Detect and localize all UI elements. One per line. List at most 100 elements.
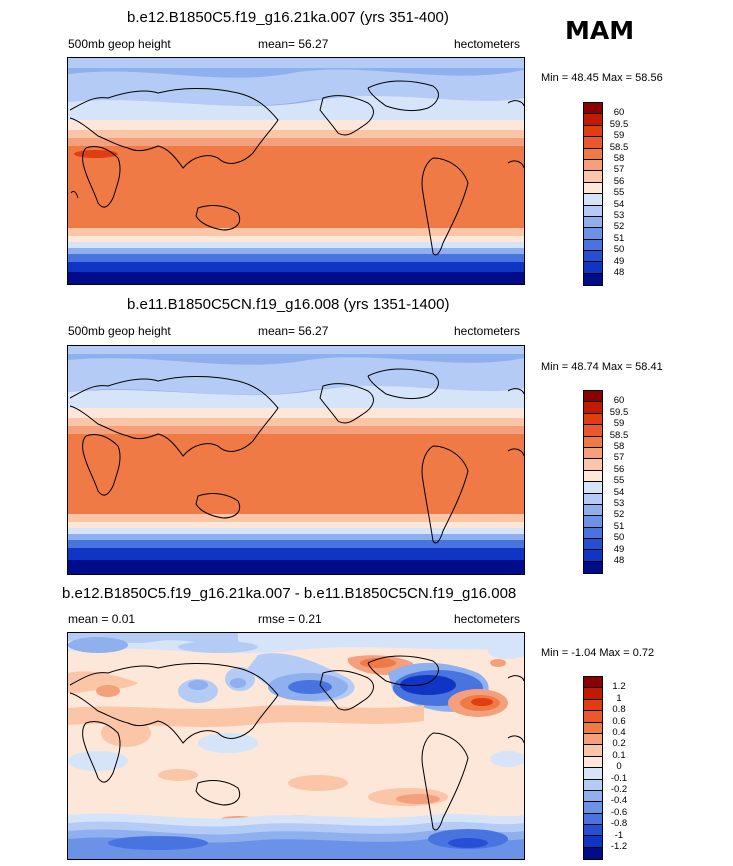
panel-1-map <box>67 57 525 285</box>
colorbar-label: 57 <box>613 452 625 464</box>
colorbar-swatch <box>584 159 602 172</box>
colorbar-swatch <box>584 847 602 860</box>
colorbar-label: 53 <box>613 210 625 221</box>
colorbar-swatch <box>584 239 602 252</box>
panel-1-mean-label: mean= 56.27 <box>258 37 329 51</box>
colorbar-label: 60 <box>613 395 625 407</box>
coastline-outlines <box>69 368 524 544</box>
coastline-outlines <box>69 80 524 256</box>
colorbar-swatch <box>584 802 602 814</box>
panel-1-variable-label: 500mb geop height <box>68 37 171 51</box>
panel-1-units-label: hectometers <box>454 37 521 51</box>
panel-2-variable-label: 500mb geop height <box>68 324 171 338</box>
colorbar-swatch <box>584 459 602 471</box>
panel-2-map <box>67 345 525 575</box>
colorbar-swatch <box>584 470 602 483</box>
panel-3-mean-label: mean = 0.01 <box>68 612 136 626</box>
colorbar-label: 49 <box>613 255 625 267</box>
panel-3-title: b.e12.B1850C5.f19_g16.21ka.007 - b.e11.B… <box>62 585 517 602</box>
colorbar-swatch <box>584 699 602 712</box>
panel-3-units-label: hectometers <box>454 612 521 626</box>
panel-2-mean-label: mean= 56.27 <box>258 324 329 338</box>
panel-3-rmse-label: rmse = 0.21 <box>258 612 322 626</box>
colorbar-swatch <box>584 539 602 551</box>
colorbar-swatch <box>584 688 602 700</box>
colorbar-swatch <box>584 251 602 263</box>
colorbar-label: 56 <box>613 175 625 187</box>
colorbar-label: 50 <box>613 532 625 544</box>
colorbar-label: 0.2 <box>612 738 626 750</box>
colorbar-label: 51 <box>613 520 625 532</box>
colorbar-label: 1 <box>616 692 622 704</box>
colorbar-label: -0.6 <box>610 806 628 818</box>
colorbar-label: 54 <box>613 198 625 210</box>
colorbar-swatch <box>584 103 602 115</box>
colorbar-label: 48 <box>613 267 625 278</box>
colorbar-label: 51 <box>613 232 625 244</box>
colorbar-swatch <box>584 836 602 848</box>
season-label: MAM <box>565 16 635 45</box>
colorbar-label: 0.1 <box>612 749 626 761</box>
colorbar-label: 50 <box>613 244 625 256</box>
colorbar-label: 58.5 <box>609 141 629 153</box>
colorbar-label: 54 <box>613 486 625 498</box>
colorbar-label: 59 <box>613 130 625 142</box>
colorbar-swatch <box>584 745 602 757</box>
colorbar-label: 60 <box>613 107 625 119</box>
colorbar-swatch <box>584 768 602 780</box>
colorbar-swatch <box>584 402 602 414</box>
panel-2-units-label: hectometers <box>454 324 521 338</box>
panel-2-minmax: Min = 48.74 Max = 58.41 <box>541 361 663 373</box>
panel-1-colorbar <box>583 102 603 287</box>
colorbar-label: 0.4 <box>612 727 626 738</box>
colorbar-swatch <box>584 205 602 217</box>
colorbar-swatch <box>584 677 602 689</box>
panel-1-title: b.e12.B1850C5.f19_g16.21ka.007 (yrs 351-… <box>127 9 449 26</box>
colorbar-label: -0.1 <box>610 772 628 784</box>
colorbar-label: 59.5 <box>609 118 629 130</box>
colorbar-swatch <box>584 273 602 286</box>
colorbar-label: 0.8 <box>612 704 626 716</box>
colorbar-label: 57 <box>613 164 625 176</box>
colorbar-swatch <box>584 182 602 195</box>
colorbar-label: 52 <box>613 509 625 521</box>
colorbar-label: -0.2 <box>610 784 628 795</box>
panel-3-colorbar <box>583 676 603 861</box>
colorbar-swatch <box>584 550 602 562</box>
colorbar-swatch <box>584 722 602 734</box>
colorbar-swatch <box>584 711 602 723</box>
colorbar-label: -0.8 <box>610 818 628 830</box>
colorbar-label: 1.2 <box>612 681 626 693</box>
colorbar-swatch <box>584 516 602 528</box>
colorbar-swatch <box>584 125 602 138</box>
colorbar-swatch <box>584 825 602 837</box>
panel-3-minmax: Min = -1.04 Max = 0.72 <box>541 647 655 659</box>
colorbar-swatch <box>584 216 602 229</box>
colorbar-swatch <box>584 228 602 240</box>
colorbar-label: 53 <box>613 498 625 509</box>
colorbar-label: 48 <box>613 555 625 566</box>
colorbar-swatch <box>584 425 602 437</box>
colorbar-label: 0.6 <box>612 715 626 727</box>
coastline-outlines <box>69 655 524 831</box>
colorbar-label: -1 <box>614 829 624 841</box>
colorbar-label: 56 <box>613 463 625 475</box>
colorbar-label: 58.5 <box>609 429 629 441</box>
colorbar-label: 55 <box>613 475 625 487</box>
colorbar-label: 55 <box>613 187 625 199</box>
colorbar-swatch <box>584 194 602 206</box>
colorbar-swatch <box>584 779 602 791</box>
colorbar-label: -1.2 <box>610 841 628 852</box>
colorbar-swatch <box>584 527 602 540</box>
colorbar-swatch <box>584 504 602 517</box>
panel-2-title: b.e11.B1850C5CN.f19_g16.008 (yrs 1351-14… <box>127 296 450 313</box>
colorbar-swatch <box>584 733 602 746</box>
panel-1-minmax: Min = 48.45 Max = 58.56 <box>541 72 663 84</box>
colorbar-swatch <box>584 413 602 426</box>
colorbar-swatch <box>584 756 602 769</box>
colorbar-swatch <box>584 790 602 803</box>
colorbar-swatch <box>584 148 602 160</box>
colorbar-label: 58 <box>613 153 625 164</box>
colorbar-swatch <box>584 137 602 149</box>
colorbar-label: 58 <box>613 441 625 452</box>
